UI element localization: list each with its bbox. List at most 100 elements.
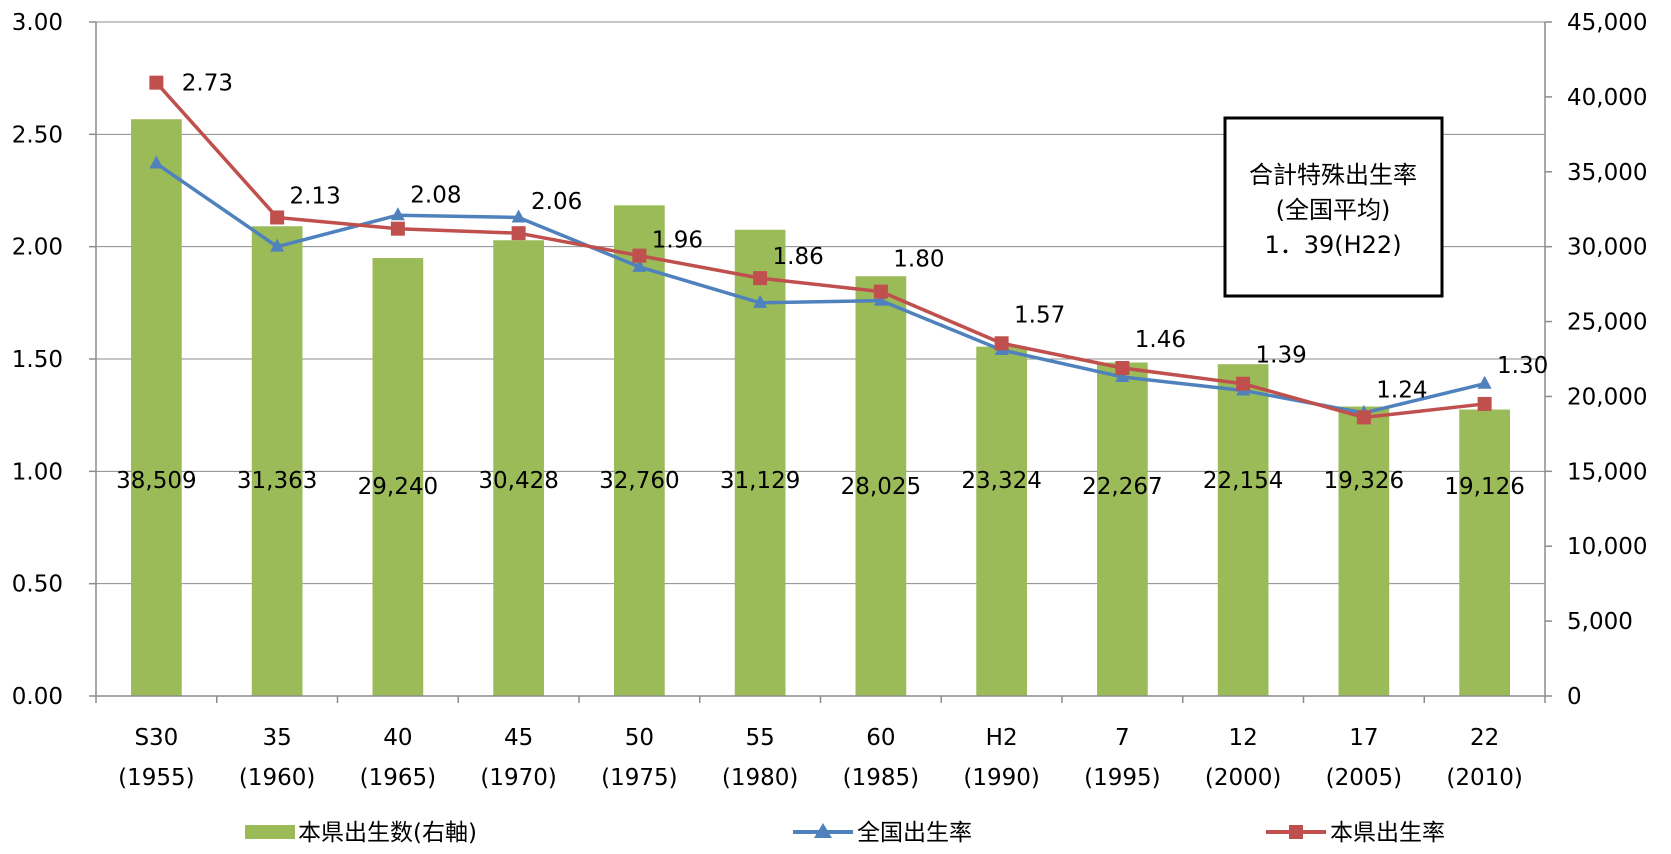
x-tick-label: 12	[1228, 725, 1257, 751]
x-tick-label-year: (1980)	[722, 765, 798, 791]
x-tick-label: S30	[134, 725, 178, 751]
prefecture-rate-marker	[753, 271, 768, 286]
prefecture-rate-marker	[1115, 360, 1130, 375]
legend: 本県出生数(右軸) 全国出生率 本県出生率	[245, 820, 1445, 846]
bar	[372, 258, 424, 696]
prefecture-rate-label: 1.39	[1256, 343, 1307, 369]
x-tick-label-year: (2000)	[1205, 765, 1281, 791]
y-right-tick-label: 45,000	[1567, 10, 1647, 36]
y-right-tick-label: 35,000	[1567, 160, 1647, 186]
x-tick-label-year: (2005)	[1326, 765, 1402, 791]
bar	[614, 205, 665, 696]
prefecture-rate-marker	[1236, 376, 1251, 391]
y-right-tick-label: 30,000	[1567, 235, 1647, 261]
bar	[976, 346, 1027, 696]
prefecture-rate-marker	[1477, 396, 1492, 411]
bar-data-label: 29,240	[358, 474, 438, 500]
legend-marker-prefecture	[1289, 825, 1303, 839]
x-tick-label: 22	[1470, 725, 1499, 751]
bar	[855, 276, 907, 696]
national-rate-marker	[511, 209, 526, 223]
y-right-tick-label: 40,000	[1567, 85, 1647, 111]
y-left-tick-label: 1.50	[12, 347, 63, 373]
x-tick-label: 40	[383, 725, 412, 751]
x-tick-label: 17	[1349, 725, 1378, 751]
national-rate-marker	[632, 258, 647, 272]
bar-data-label: 22,267	[1082, 474, 1162, 500]
national-rate-line	[155, 162, 1486, 415]
bar-data-label: 30,428	[478, 468, 558, 494]
y-left-tick-label: 0.50	[12, 572, 63, 598]
y-left-tick-label: 0.00	[12, 684, 63, 710]
prefecture-rate-marker	[632, 248, 647, 263]
y-right-tick-label: 0	[1567, 684, 1582, 710]
line-data-labels: 2.73 2.13 2.08 2.06 1.96 1.86 1.80 1.57 1.46 1.39…	[182, 71, 1548, 404]
x-tick-label: 60	[866, 725, 895, 751]
prefecture-rate-marker	[1356, 410, 1371, 425]
prefecture-rate-marker	[511, 226, 526, 241]
y-right-tick-label: 20,000	[1567, 384, 1647, 410]
x-tick-label: 7	[1115, 725, 1130, 751]
bar-data-label: 38,509	[116, 468, 196, 494]
x-tick-label-year: (1955)	[118, 765, 194, 791]
bar	[1217, 364, 1269, 696]
legend-swatch-bars	[245, 825, 295, 839]
annotation-box: 合計特殊出生率 (全国平均) 1．39(H22)	[1223, 116, 1444, 298]
prefecture-rate-label: 1.30	[1497, 353, 1548, 379]
bar-data-label: 31,129	[720, 468, 800, 494]
prefecture-rate-marker	[390, 221, 405, 236]
bar	[251, 226, 303, 696]
y-left-tick-label: 2.50	[12, 122, 63, 148]
x-tick-label-year: (1975)	[601, 765, 677, 791]
prefecture-rate-label: 2.06	[531, 189, 582, 215]
y-right-tick-label: 10,000	[1567, 534, 1647, 560]
prefecture-rate-label: 1.80	[893, 247, 944, 273]
prefecture-rate-marker	[149, 75, 164, 90]
national-rate-marker	[873, 292, 888, 306]
legend-label-national: 全国出生率	[857, 820, 972, 846]
bar	[1459, 409, 1510, 696]
x-tick-label-year: (1970)	[480, 765, 556, 791]
prefecture-rate-marker	[994, 336, 1009, 351]
bar-data-label: 28,025	[841, 474, 921, 500]
national-rate-marker	[1115, 368, 1130, 382]
bar	[493, 240, 544, 697]
axes: 0.00 0.50 1.00 1.50 2.00 2.50 3.00 0 5,000 10,000…	[12, 10, 1648, 791]
prefecture-rate-label: 1.24	[1376, 377, 1427, 403]
prefecture-rate-label: 1.57	[1014, 302, 1065, 328]
line-series	[149, 75, 1492, 425]
bar-data-labels: 38,509 31,363 29,240 30,428 32,760 31,129 28,0…	[116, 468, 1525, 500]
bar-data-label: 19,326	[1324, 468, 1404, 494]
bar-data-label: 23,324	[961, 468, 1041, 494]
bar-series	[131, 119, 1510, 697]
x-tick-label-year: (2010)	[1446, 765, 1522, 791]
y-left-tick-label: 3.00	[12, 10, 63, 36]
annotation-frame	[1223, 116, 1444, 298]
bar-data-label: 19,126	[1444, 474, 1524, 500]
x-tick-label: 45	[504, 725, 533, 751]
bar	[1338, 406, 1390, 696]
x-tick-label: 50	[625, 725, 654, 751]
legend-marker-national	[814, 823, 832, 838]
annotation-line-1: 合計特殊出生率	[1249, 161, 1417, 189]
y-right-tick-label: 15,000	[1567, 459, 1647, 485]
bar	[1097, 362, 1148, 696]
annotation-line-2: (全国平均)	[1276, 196, 1391, 224]
prefecture-rate-marker	[873, 284, 888, 299]
prefecture-rate-label: 2.08	[410, 183, 461, 209]
x-tick-label: 35	[262, 725, 291, 751]
prefecture-rate-label: 2.13	[290, 183, 341, 209]
national-rate-marker	[390, 207, 405, 221]
prefecture-rate-label: 1.46	[1135, 327, 1186, 353]
x-tick-label: 55	[745, 725, 774, 751]
y-right-tick-label: 5,000	[1567, 609, 1633, 635]
national-rate-marker	[753, 294, 768, 308]
national-rate-marker	[270, 238, 285, 252]
bar	[131, 119, 182, 696]
national-rate-marker	[149, 155, 164, 169]
x-tick-label-year: (1985)	[843, 765, 919, 791]
prefecture-rate-label: 1.96	[652, 228, 703, 254]
prefecture-rate-marker	[270, 210, 285, 225]
